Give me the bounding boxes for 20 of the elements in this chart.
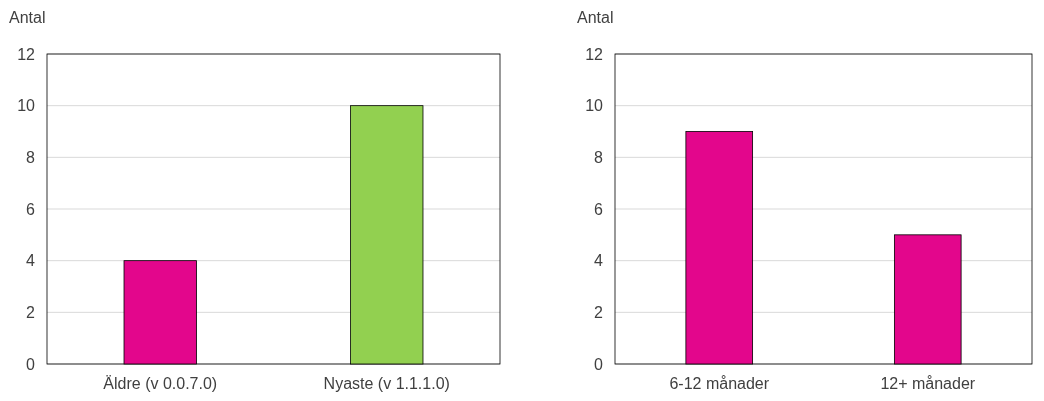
x-tick-label: 12+ månader	[880, 375, 976, 392]
y-tick-label: 8	[594, 148, 604, 166]
y-tick-label: 6	[26, 200, 36, 218]
y-tick-label: 2	[594, 303, 604, 321]
y-tick-label: 2	[26, 303, 36, 321]
x-tick-label: 6-12 månader	[669, 375, 770, 392]
y-tick-label: 4	[594, 252, 604, 270]
x-tick-label: Nyaste (v 1.1.1.0)	[323, 375, 450, 392]
y-tick-label: 12	[585, 45, 604, 63]
y-tick-label: 6	[594, 200, 604, 218]
y-axis-title: Antal	[9, 9, 46, 26]
y-tick-label: 10	[17, 97, 36, 115]
y-tick-label: 0	[594, 355, 604, 373]
x-tick-label: Äldre (v 0.0.7.0)	[103, 375, 218, 392]
y-tick-label: 4	[26, 252, 36, 270]
y-tick-label: 10	[585, 97, 604, 115]
y-tick-label: 12	[17, 45, 36, 63]
y-tick-label: 0	[26, 355, 36, 373]
y-tick-label: 8	[26, 148, 36, 166]
y-axis-title: Antal	[577, 9, 614, 26]
